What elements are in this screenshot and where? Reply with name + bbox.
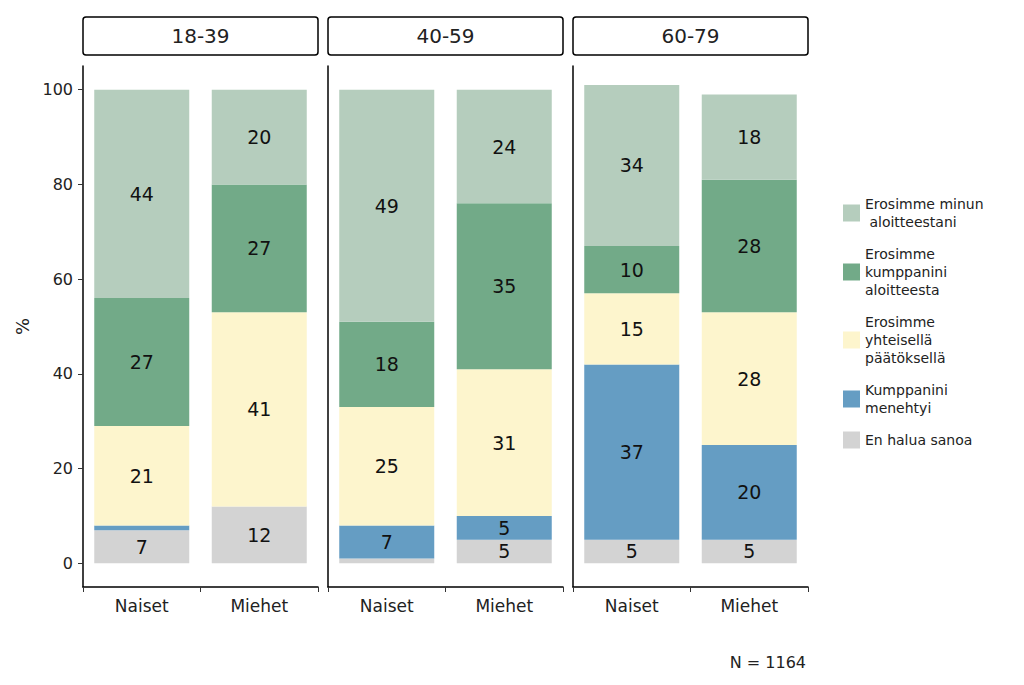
svg-text:5: 5: [626, 540, 638, 562]
svg-text:5: 5: [498, 517, 510, 539]
svg-text:35: 35: [492, 275, 516, 297]
svg-text:Kumppanini: Kumppanini: [865, 382, 952, 398]
svg-text:7: 7: [381, 531, 393, 553]
svg-text:27: 27: [247, 237, 271, 259]
svg-text:28: 28: [737, 368, 761, 390]
svg-text:49: 49: [375, 195, 399, 217]
svg-text:Miehet: Miehet: [720, 596, 778, 616]
svg-text:15: 15: [620, 318, 644, 340]
svg-text:40: 40: [53, 364, 73, 383]
svg-text:0: 0: [63, 554, 73, 573]
svg-text:40-59: 40-59: [416, 24, 474, 48]
svg-text:37: 37: [620, 441, 644, 463]
svg-text:21: 21: [130, 465, 154, 487]
svg-text:Naiset: Naiset: [605, 596, 659, 616]
svg-text:28: 28: [737, 235, 761, 257]
svg-text:Erosimme: Erosimme: [865, 246, 939, 262]
svg-text:24: 24: [492, 136, 516, 158]
svg-text:5: 5: [498, 540, 510, 562]
svg-text:60: 60: [53, 270, 73, 289]
svg-text:18: 18: [375, 353, 399, 375]
svg-text:25: 25: [375, 455, 399, 477]
svg-text:kumppanini: kumppanini: [865, 264, 952, 280]
svg-text:31: 31: [492, 432, 516, 454]
svg-text:20: 20: [737, 481, 761, 503]
svg-text:44: 44: [130, 183, 154, 205]
svg-text:Erosimme: Erosimme: [865, 314, 939, 330]
svg-text:60-79: 60-79: [661, 24, 719, 48]
svg-text:27: 27: [130, 351, 154, 373]
svg-text:Naiset: Naiset: [360, 596, 414, 616]
svg-text:20: 20: [247, 126, 271, 148]
svg-text:Miehet: Miehet: [475, 596, 533, 616]
svg-text:5: 5: [743, 540, 755, 562]
svg-text:41: 41: [247, 398, 271, 420]
svg-text:100: 100: [42, 80, 73, 99]
svg-text:En halua sanoa: En halua sanoa: [865, 432, 972, 448]
svg-text:päätöksellä: päätöksellä: [865, 350, 945, 366]
svg-text:80: 80: [53, 175, 73, 194]
svg-text:N = 1164: N = 1164: [730, 653, 806, 672]
svg-text:12: 12: [247, 524, 271, 546]
svg-text:20: 20: [53, 459, 73, 478]
svg-text:Erosimme minun: Erosimme minun: [865, 196, 984, 212]
svg-text:10: 10: [620, 259, 644, 281]
svg-text:%: %: [12, 318, 33, 335]
svg-text:aloitteestani: aloitteestani: [865, 214, 957, 230]
svg-text:Naiset: Naiset: [115, 596, 169, 616]
svg-text:7: 7: [136, 536, 148, 558]
svg-text:aloitteesta: aloitteesta: [865, 282, 940, 298]
svg-text:yhteisellä: yhteisellä: [865, 332, 937, 348]
svg-text:Miehet: Miehet: [230, 596, 288, 616]
svg-text:menehtyi: menehtyi: [865, 400, 931, 416]
svg-text:34: 34: [620, 154, 644, 176]
svg-text:18: 18: [737, 126, 761, 148]
svg-text:18-39: 18-39: [171, 24, 229, 48]
